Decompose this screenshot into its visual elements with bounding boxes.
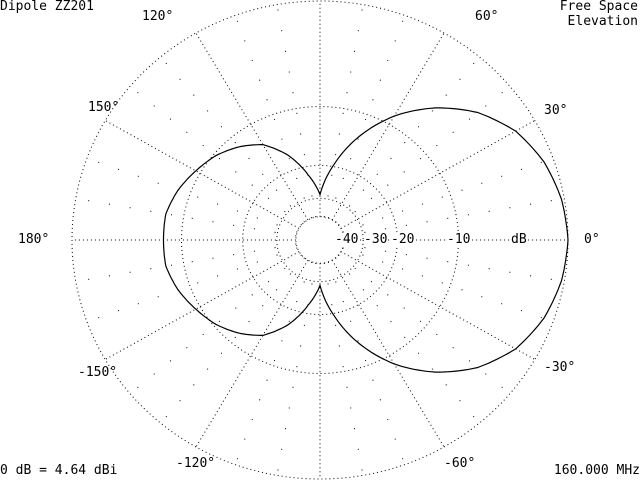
radial-minor-170 bbox=[75, 198, 297, 237]
ring-label: dB bbox=[511, 232, 527, 247]
frequency-label: 160.000 MHz bbox=[553, 463, 640, 478]
radial-minor-200 bbox=[86, 247, 298, 323]
reference-level: 0 dB = 4.64 dBi bbox=[0, 463, 118, 478]
radial-minor-260 bbox=[276, 262, 317, 476]
radial-60 bbox=[331, 32, 445, 221]
angle-label: 0° bbox=[584, 232, 600, 247]
radial-minor-320 bbox=[338, 254, 511, 395]
radial-minor-230 bbox=[160, 257, 305, 424]
angle-label: 180° bbox=[18, 232, 50, 247]
ring-30db bbox=[276, 197, 364, 283]
radial-30 bbox=[340, 120, 536, 229]
angle-label: 60° bbox=[475, 9, 499, 24]
angle-label: 120° bbox=[142, 9, 174, 24]
radial-minor-10 bbox=[343, 198, 565, 237]
antenna-title: Dipole ZZ201 bbox=[0, 0, 94, 14]
angle-label: 30° bbox=[544, 103, 568, 118]
ring-label: -30 bbox=[364, 232, 388, 247]
radial-minor-80 bbox=[323, 4, 364, 218]
radial-minor-280 bbox=[323, 262, 364, 476]
plot-type-label: Elevation bbox=[567, 14, 638, 29]
radial-120 bbox=[195, 32, 309, 221]
radial-minor-160 bbox=[86, 157, 298, 233]
radial-210 bbox=[104, 251, 300, 360]
environment-label: Free Space bbox=[559, 0, 638, 14]
ring-label: -10 bbox=[447, 232, 471, 247]
radial-minor-100 bbox=[276, 4, 317, 218]
angle-label: -120° bbox=[176, 456, 216, 471]
ring-label: -20 bbox=[391, 232, 415, 247]
radial-minor-130 bbox=[160, 56, 305, 223]
angle-label: 150° bbox=[88, 100, 120, 115]
ring-label: -40 bbox=[335, 232, 359, 247]
radial-minor-350 bbox=[343, 243, 565, 282]
radial-300 bbox=[331, 259, 445, 448]
radial-minor-110 bbox=[234, 15, 313, 219]
pattern-trace bbox=[162, 107, 569, 373]
radial-minor-310 bbox=[335, 257, 480, 424]
radial-minor-20 bbox=[342, 157, 554, 233]
angle-label: -60° bbox=[444, 456, 476, 471]
radial-150 bbox=[104, 120, 300, 229]
radial-minor-40 bbox=[338, 85, 511, 226]
radial-minor-250 bbox=[234, 261, 313, 465]
radial-minor-340 bbox=[342, 247, 554, 323]
angle-label: -150° bbox=[78, 365, 118, 380]
radial-minor-50 bbox=[335, 56, 480, 223]
radial-330 bbox=[340, 251, 536, 360]
radial-240 bbox=[195, 259, 309, 448]
angle-label: -30° bbox=[544, 360, 576, 375]
radial-minor-190 bbox=[75, 243, 297, 282]
